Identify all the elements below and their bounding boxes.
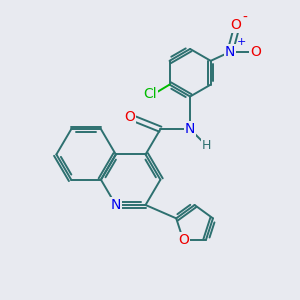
Text: Cl: Cl [143, 86, 157, 100]
Text: O: O [250, 45, 261, 59]
Text: -: - [242, 11, 247, 25]
Text: O: O [178, 233, 189, 247]
Text: O: O [230, 18, 242, 32]
Text: N: N [185, 122, 195, 136]
Text: O: O [124, 110, 135, 124]
Text: H: H [202, 139, 211, 152]
Text: N: N [225, 45, 235, 59]
Text: N: N [111, 198, 121, 212]
Text: +: + [237, 38, 246, 47]
